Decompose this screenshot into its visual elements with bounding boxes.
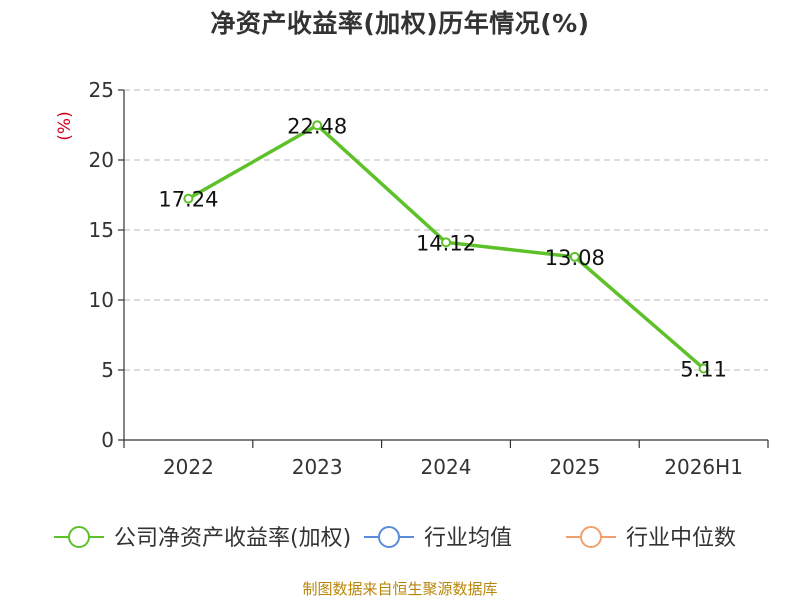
data-point — [312, 120, 323, 131]
y-axis-label: (%) — [55, 111, 75, 140]
y-tick-label: 10 — [89, 288, 114, 312]
axes — [123, 90, 768, 441]
data-point — [183, 193, 194, 204]
x-axis-ticks: 2022 2023 2024 2025 2026H1 — [123, 440, 769, 479]
y-axis-ticks: 0 5 10 15 20 25 — [89, 78, 124, 452]
chart-title: 净资产收益率(加权)历年情况(%) — [210, 9, 590, 38]
grid-lines — [124, 89, 768, 371]
legend-marker-icon — [68, 526, 90, 548]
x-tick-label: 2022 — [163, 455, 214, 479]
legend-marker-icon — [378, 526, 400, 548]
data-source-note: 制图数据来自恒生聚源数据库 — [302, 580, 498, 598]
y-tick-label: 15 — [89, 218, 114, 242]
legend-marker-icon — [580, 526, 602, 548]
y-tick-label: 20 — [89, 148, 114, 172]
legend: 公司净资产收益率(加权) 行业均值 行业中位数 — [54, 526, 736, 551]
x-tick-label: 2023 — [292, 455, 343, 479]
legend-label: 行业中位数 — [626, 526, 736, 551]
data-label: 13.08 — [545, 246, 605, 270]
x-tick-label: 2024 — [421, 455, 472, 479]
legend-label: 公司净资产收益率(加权) — [114, 526, 351, 551]
x-tick-label: 2025 — [549, 455, 600, 479]
data-label: 22.48 — [287, 114, 347, 138]
x-tick-label: 2026H1 — [664, 455, 743, 479]
y-tick-label: 25 — [89, 78, 114, 102]
y-tick-label: 5 — [101, 358, 114, 382]
y-tick-label: 0 — [101, 428, 114, 452]
data-point — [569, 251, 580, 262]
data-label: 5.11 — [680, 357, 727, 381]
legend-label: 行业均值 — [424, 526, 512, 551]
data-point — [698, 363, 709, 374]
data-label: 14.12 — [416, 231, 476, 255]
data-label: 17.24 — [158, 188, 218, 212]
data-point — [441, 237, 451, 248]
series-group: 17.24 22.48 14.12 13.08 5.11 — [158, 114, 727, 381]
